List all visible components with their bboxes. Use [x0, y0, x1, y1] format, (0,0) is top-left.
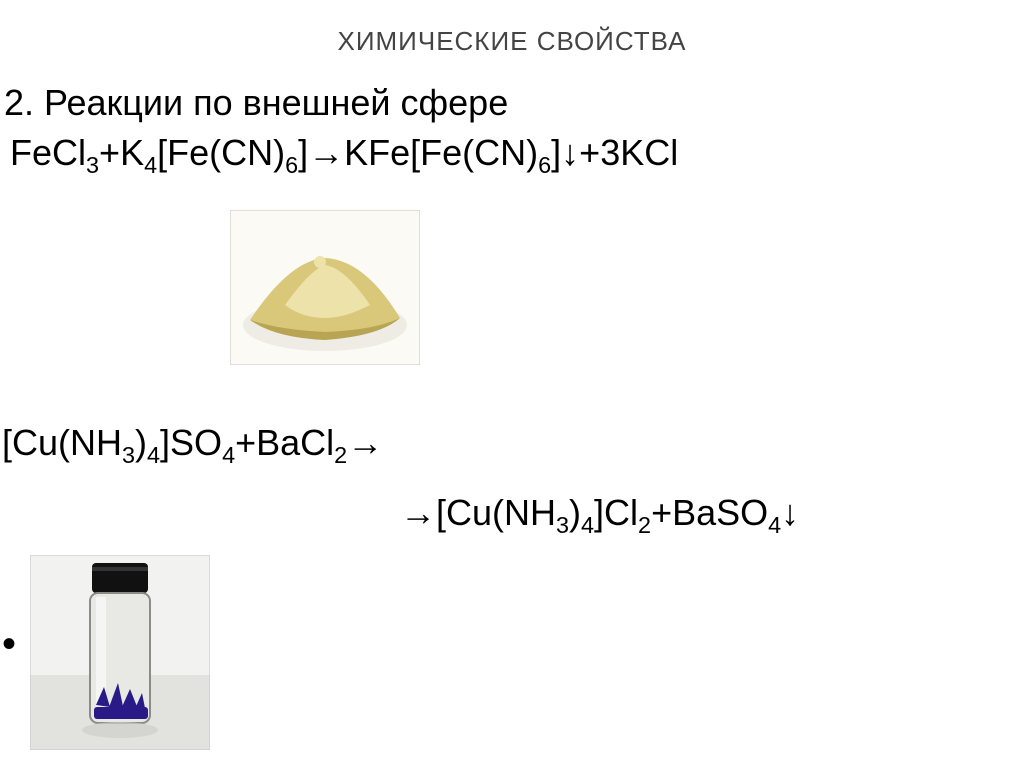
reaction-1: FeCl3+K4[Fe(CN)6]→KFe[Fe(CN)6]↓+3KCl — [10, 130, 678, 175]
r2-reagent2: BaCl2 — [256, 422, 347, 463]
r1-product1: KFe[Fe(CN)6]↓ — [344, 132, 579, 173]
reaction-2-line2: →[Cu(NH3)4]Cl2+BaSO4↓ — [400, 490, 799, 535]
r2-product1: [Cu(NH3)4]Cl2 — [436, 492, 651, 533]
r1-reagent1: FeCl3 — [10, 132, 99, 173]
r1-product2: 3KCl — [600, 132, 678, 173]
subheading: 2. Реакции по внешней сфере — [4, 80, 508, 125]
powder-icon — [230, 210, 420, 365]
slide-title: ХИМИЧЕСКИЕ СВОЙСТВА — [0, 0, 1024, 57]
slide: ХИМИЧЕСКИЕ СВОЙСТВА 2. Реакции по внешне… — [0, 0, 1024, 767]
r2-reagent1: [Cu(NH3)4]SO4 — [2, 422, 235, 463]
yellow-powder-image — [230, 210, 420, 365]
vial-icon — [30, 555, 210, 750]
r2-product2: BaSO4↓ — [672, 492, 799, 533]
reaction-2-line1: [Cu(NH3)4]SO4+BaCl2→ — [2, 420, 383, 465]
r1-reagent2: K4[Fe(CN)6] — [120, 132, 308, 173]
bullet-point: • — [2, 622, 16, 667]
vial-image — [30, 555, 210, 750]
